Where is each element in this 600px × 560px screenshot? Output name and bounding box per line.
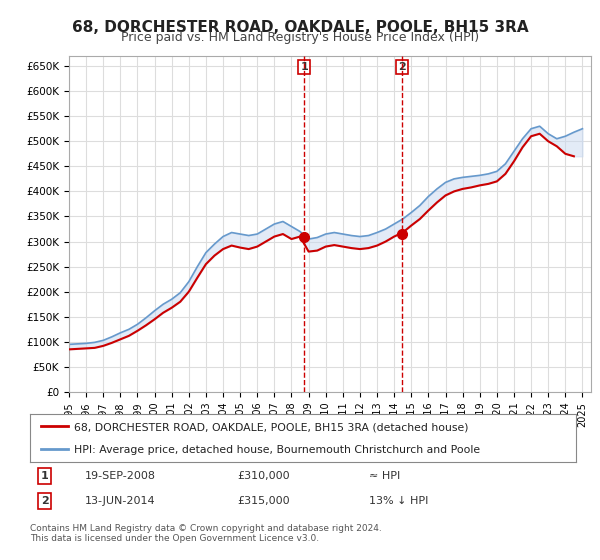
Text: 2: 2 <box>41 496 49 506</box>
Text: ≈ HPI: ≈ HPI <box>368 471 400 481</box>
Text: £310,000: £310,000 <box>238 471 290 481</box>
Text: HPI: Average price, detached house, Bournemouth Christchurch and Poole: HPI: Average price, detached house, Bour… <box>74 445 480 455</box>
Text: Contains HM Land Registry data © Crown copyright and database right 2024.
This d: Contains HM Land Registry data © Crown c… <box>30 524 382 543</box>
Text: 1: 1 <box>301 62 308 72</box>
Text: 13-JUN-2014: 13-JUN-2014 <box>85 496 155 506</box>
Text: 1: 1 <box>41 471 49 481</box>
Text: £315,000: £315,000 <box>238 496 290 506</box>
Text: 68, DORCHESTER ROAD, OAKDALE, POOLE, BH15 3RA: 68, DORCHESTER ROAD, OAKDALE, POOLE, BH1… <box>71 20 529 35</box>
Text: 19-SEP-2008: 19-SEP-2008 <box>85 471 155 481</box>
Text: Price paid vs. HM Land Registry's House Price Index (HPI): Price paid vs. HM Land Registry's House … <box>121 31 479 44</box>
Text: 2: 2 <box>398 62 406 72</box>
Text: 68, DORCHESTER ROAD, OAKDALE, POOLE, BH15 3RA (detached house): 68, DORCHESTER ROAD, OAKDALE, POOLE, BH1… <box>74 423 468 433</box>
Text: 13% ↓ HPI: 13% ↓ HPI <box>368 496 428 506</box>
